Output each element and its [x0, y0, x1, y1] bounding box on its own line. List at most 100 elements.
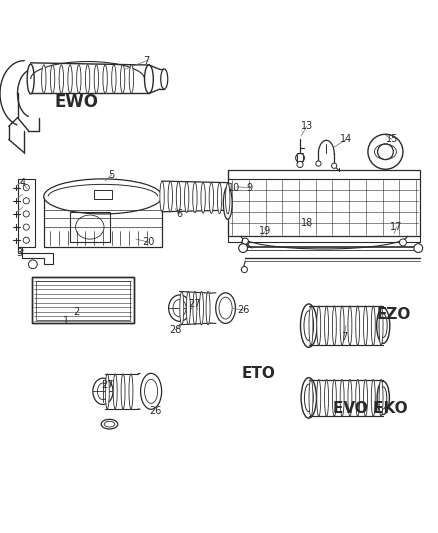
Ellipse shape [206, 292, 210, 325]
Ellipse shape [85, 65, 90, 93]
Ellipse shape [219, 297, 232, 319]
Circle shape [297, 161, 303, 167]
Text: ETO: ETO [241, 366, 276, 381]
Ellipse shape [325, 306, 328, 345]
Text: 10: 10 [228, 183, 240, 192]
Ellipse shape [94, 65, 99, 93]
Bar [94, 190, 112, 199]
Ellipse shape [77, 65, 81, 93]
Text: 13: 13 [300, 122, 313, 131]
Ellipse shape [104, 421, 115, 427]
Text: 7: 7 [144, 55, 150, 66]
Ellipse shape [184, 182, 189, 213]
Text: 15: 15 [386, 134, 398, 144]
Circle shape [316, 161, 321, 166]
Ellipse shape [300, 304, 317, 348]
Circle shape [242, 239, 249, 246]
Ellipse shape [27, 64, 34, 94]
Ellipse shape [317, 306, 321, 345]
Ellipse shape [332, 306, 336, 345]
Bar [70, 212, 110, 243]
Text: 1: 1 [63, 316, 69, 326]
Ellipse shape [364, 379, 367, 416]
Text: 6: 6 [177, 209, 183, 219]
Circle shape [239, 244, 247, 253]
Ellipse shape [317, 379, 321, 416]
Circle shape [368, 134, 403, 169]
Ellipse shape [301, 378, 316, 418]
Ellipse shape [309, 379, 313, 416]
Ellipse shape [348, 306, 352, 345]
Ellipse shape [113, 374, 117, 409]
Text: 7: 7 [341, 332, 347, 342]
Ellipse shape [93, 378, 113, 405]
Ellipse shape [371, 306, 375, 345]
Ellipse shape [377, 381, 389, 415]
Ellipse shape [325, 379, 328, 416]
Ellipse shape [59, 65, 64, 93]
Bar [36, 281, 130, 320]
Ellipse shape [145, 379, 158, 403]
Ellipse shape [161, 69, 168, 89]
Text: 27: 27 [189, 298, 201, 309]
Ellipse shape [380, 387, 387, 409]
Ellipse shape [173, 300, 186, 317]
Ellipse shape [193, 292, 197, 325]
Ellipse shape [121, 374, 125, 409]
Ellipse shape [217, 183, 222, 214]
Ellipse shape [44, 179, 162, 214]
Ellipse shape [226, 183, 230, 214]
Bar [32, 278, 134, 324]
Text: 27: 27 [101, 379, 113, 390]
Text: 4: 4 [20, 178, 26, 188]
Ellipse shape [348, 379, 352, 416]
Text: 26: 26 [149, 406, 162, 416]
Ellipse shape [379, 314, 387, 337]
Text: 2: 2 [74, 308, 80, 318]
Text: 20: 20 [143, 237, 155, 247]
Ellipse shape [215, 293, 236, 324]
Ellipse shape [169, 295, 191, 321]
Ellipse shape [42, 65, 46, 93]
Circle shape [414, 244, 423, 253]
Ellipse shape [332, 379, 336, 416]
Ellipse shape [304, 384, 313, 411]
Circle shape [23, 184, 29, 191]
Ellipse shape [141, 374, 162, 409]
Circle shape [296, 154, 304, 162]
Circle shape [399, 239, 406, 246]
Ellipse shape [129, 374, 133, 409]
Ellipse shape [377, 308, 390, 343]
Ellipse shape [340, 379, 344, 416]
Text: EWO: EWO [55, 93, 99, 111]
Ellipse shape [120, 65, 125, 93]
Circle shape [23, 211, 29, 217]
Ellipse shape [160, 181, 164, 212]
Ellipse shape [201, 182, 205, 213]
Ellipse shape [193, 182, 197, 213]
Text: 5: 5 [109, 169, 115, 180]
Ellipse shape [223, 187, 232, 220]
Ellipse shape [304, 311, 314, 341]
Ellipse shape [105, 374, 110, 409]
Ellipse shape [68, 65, 72, 93]
Text: 28: 28 [169, 325, 181, 335]
Circle shape [242, 238, 248, 244]
Ellipse shape [209, 183, 214, 213]
Bar [32, 278, 134, 324]
Ellipse shape [356, 306, 360, 345]
Ellipse shape [168, 181, 173, 212]
Ellipse shape [379, 379, 383, 416]
Text: 17: 17 [390, 222, 403, 232]
Ellipse shape [50, 65, 55, 93]
Ellipse shape [103, 65, 107, 93]
Text: EZO: EZO [377, 307, 411, 322]
Ellipse shape [356, 379, 360, 416]
Ellipse shape [145, 65, 153, 93]
Ellipse shape [200, 292, 203, 325]
Circle shape [23, 224, 29, 230]
Ellipse shape [371, 379, 375, 416]
Ellipse shape [187, 292, 191, 325]
Text: 3: 3 [17, 248, 23, 259]
Ellipse shape [101, 419, 118, 429]
